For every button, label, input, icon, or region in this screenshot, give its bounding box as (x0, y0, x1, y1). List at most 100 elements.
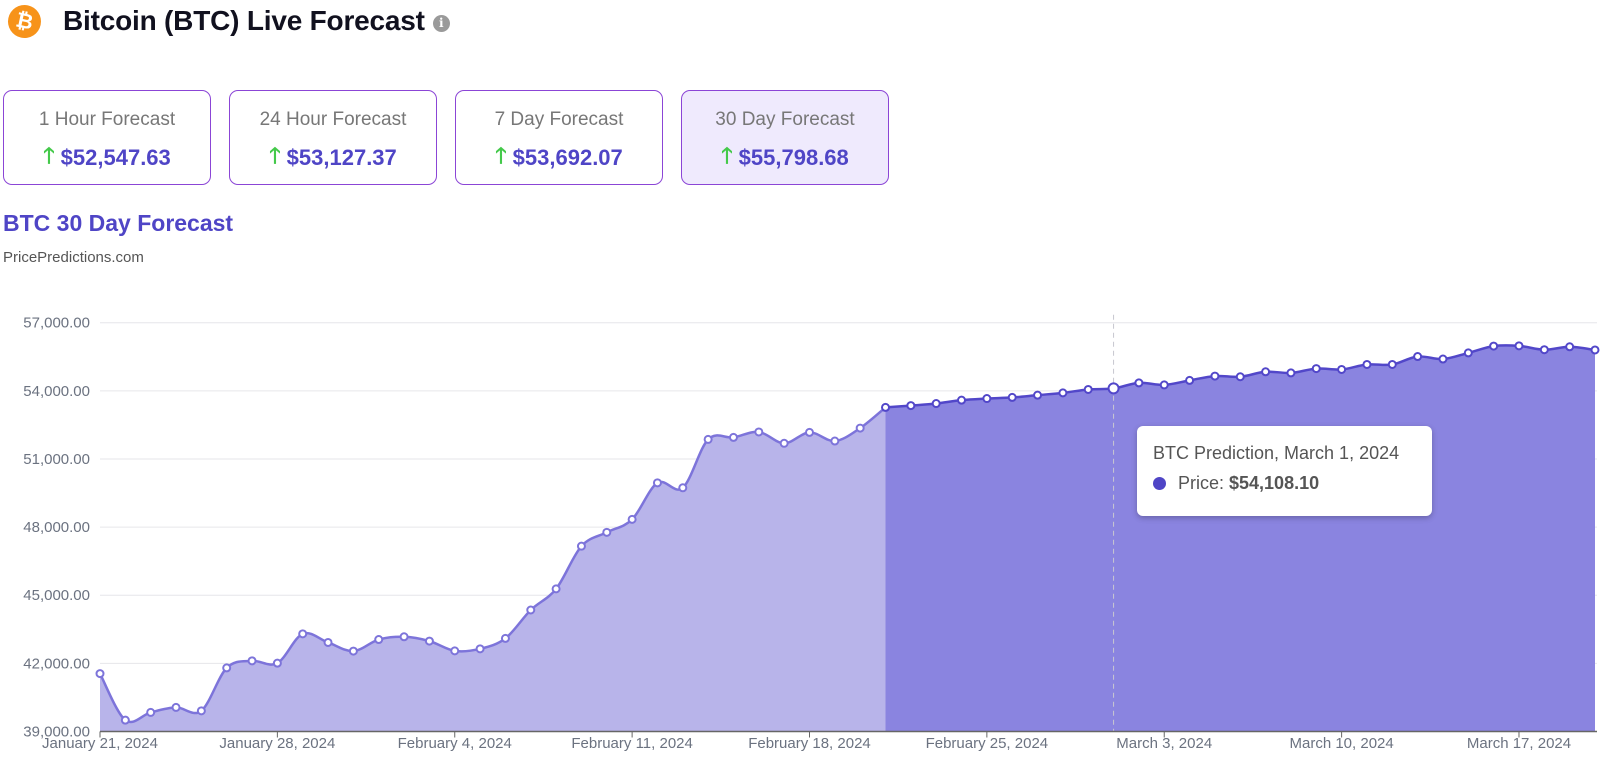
x-tick-label: January 28, 2024 (219, 735, 335, 752)
card-value-row: 🡑 $53,692.07 (456, 139, 662, 177)
x-tick-label: February 25, 2024 (926, 735, 1049, 752)
history-point (399, 632, 409, 642)
history-point (171, 702, 181, 712)
forecast-point (1463, 348, 1473, 358)
series-dot-icon (1153, 477, 1166, 490)
tooltip-row: Price: $54,108.10 (1153, 473, 1416, 494)
history-point (804, 427, 814, 437)
forecast-card-0[interactable]: 1 Hour Forecast 🡑 $52,547.63 (3, 90, 211, 185)
page-header: ₿ Bitcoin (BTC) Live Forecast i (4, 1, 450, 41)
chart-title: BTC 30 Day Forecast (3, 210, 234, 236)
y-tick-label: 48,000.00 (23, 519, 90, 536)
forecast-card-1[interactable]: 24 Hour Forecast 🡑 $53,127.37 (229, 90, 437, 185)
card-label: 30 Day Forecast (715, 109, 855, 130)
history-point (424, 636, 434, 646)
forecast-card-2[interactable]: 7 Day Forecast 🡑 $53,692.07 (455, 90, 663, 185)
card-label: 7 Day Forecast (494, 109, 624, 130)
card-value: $53,127.37 (286, 145, 397, 170)
card-value: $55,798.68 (738, 145, 849, 170)
history-point (95, 669, 105, 679)
history-point (247, 656, 257, 666)
arrow-up-icon: 🡑 (43, 143, 55, 168)
x-tick-label: January 21, 2024 (42, 735, 158, 752)
forecast-point (1185, 375, 1195, 385)
card-value: $52,547.63 (60, 145, 171, 170)
forecast-point (1083, 384, 1093, 394)
forecast-point (1539, 345, 1549, 355)
forecast-point (1387, 359, 1397, 369)
forecast-point (1159, 380, 1169, 390)
forecast-point (931, 399, 941, 409)
history-point (323, 637, 333, 647)
arrow-up-icon: 🡑 (721, 143, 733, 168)
history-point (222, 663, 232, 673)
history-point (196, 706, 206, 716)
y-tick-label: 39,000.00 (23, 724, 90, 741)
info-icon[interactable]: i (432, 14, 450, 32)
x-tick-label: February 4, 2024 (398, 735, 512, 752)
history-point (830, 436, 840, 446)
forecast-point (1337, 364, 1347, 374)
y-tick-label: 42,000.00 (23, 655, 90, 672)
history-point (272, 658, 282, 668)
page-title: Bitcoin (BTC) Live Forecast (63, 5, 425, 36)
forecast-point (1033, 390, 1043, 400)
x-tick-label: February 11, 2024 (571, 735, 692, 752)
history-point (652, 478, 662, 488)
forecast-point (1362, 359, 1372, 369)
forecast-point (1489, 341, 1499, 351)
history-point (475, 644, 485, 654)
forecast-point (1210, 371, 1220, 381)
y-tick-label: 54,000.00 (23, 383, 90, 400)
card-value-row: 🡑 $52,547.63 (4, 139, 210, 177)
history-point (779, 438, 789, 448)
forecast-point (906, 401, 916, 411)
forecast-point (1058, 388, 1068, 398)
history-point (627, 514, 637, 524)
history-point (703, 434, 713, 444)
y-tick-label: 51,000.00 (23, 451, 90, 468)
history-point (602, 527, 612, 537)
history-point (526, 605, 536, 615)
card-label: 1 Hour Forecast (38, 109, 176, 130)
chart-source: PricePredictions.com (3, 249, 144, 266)
card-value-row: 🡑 $55,798.68 (682, 139, 888, 177)
history-point (120, 715, 130, 725)
card-value-row: 🡑 $53,127.37 (230, 139, 436, 177)
forecast-point (881, 402, 891, 412)
forecast-point (1590, 345, 1600, 355)
history-point (728, 432, 738, 442)
forecast-point (1007, 392, 1017, 402)
history-point (678, 483, 688, 493)
tooltip-value: $54,108.10 (1229, 473, 1320, 493)
forecast-point (1311, 364, 1321, 374)
history-point (374, 635, 384, 645)
history-area (100, 407, 886, 732)
history-point (348, 646, 358, 656)
tooltip-title: BTC Prediction, March 1, 2024 (1153, 443, 1400, 463)
forecast-area (885, 345, 1595, 732)
x-tick-label: February 18, 2024 (748, 735, 871, 752)
forecast-point (1514, 341, 1524, 351)
forecast-card-3[interactable]: 30 Day Forecast 🡑 $55,798.68 (681, 90, 889, 185)
hover-point (1107, 382, 1120, 395)
arrow-up-icon: 🡑 (269, 143, 281, 168)
x-tick-label: March 17, 2024 (1467, 735, 1571, 752)
history-point (146, 707, 156, 717)
forecast-point (1134, 378, 1144, 388)
history-point (500, 633, 510, 643)
history-point (754, 427, 764, 437)
tooltip-label: Price: (1178, 473, 1225, 493)
chart-tooltip: BTC Prediction, March 1, 2024 Price: $54… (1137, 426, 1432, 516)
history-point (450, 646, 460, 656)
card-label: 24 Hour Forecast (259, 109, 407, 130)
forecast-point (957, 395, 967, 405)
history-point (551, 584, 561, 594)
card-value: $53,692.07 (512, 145, 623, 170)
forecast-point (1235, 372, 1245, 382)
arrow-up-icon: 🡑 (495, 143, 507, 168)
forecast-point (1261, 367, 1271, 377)
history-point (298, 629, 308, 639)
y-tick-label: 45,000.00 (23, 587, 90, 604)
